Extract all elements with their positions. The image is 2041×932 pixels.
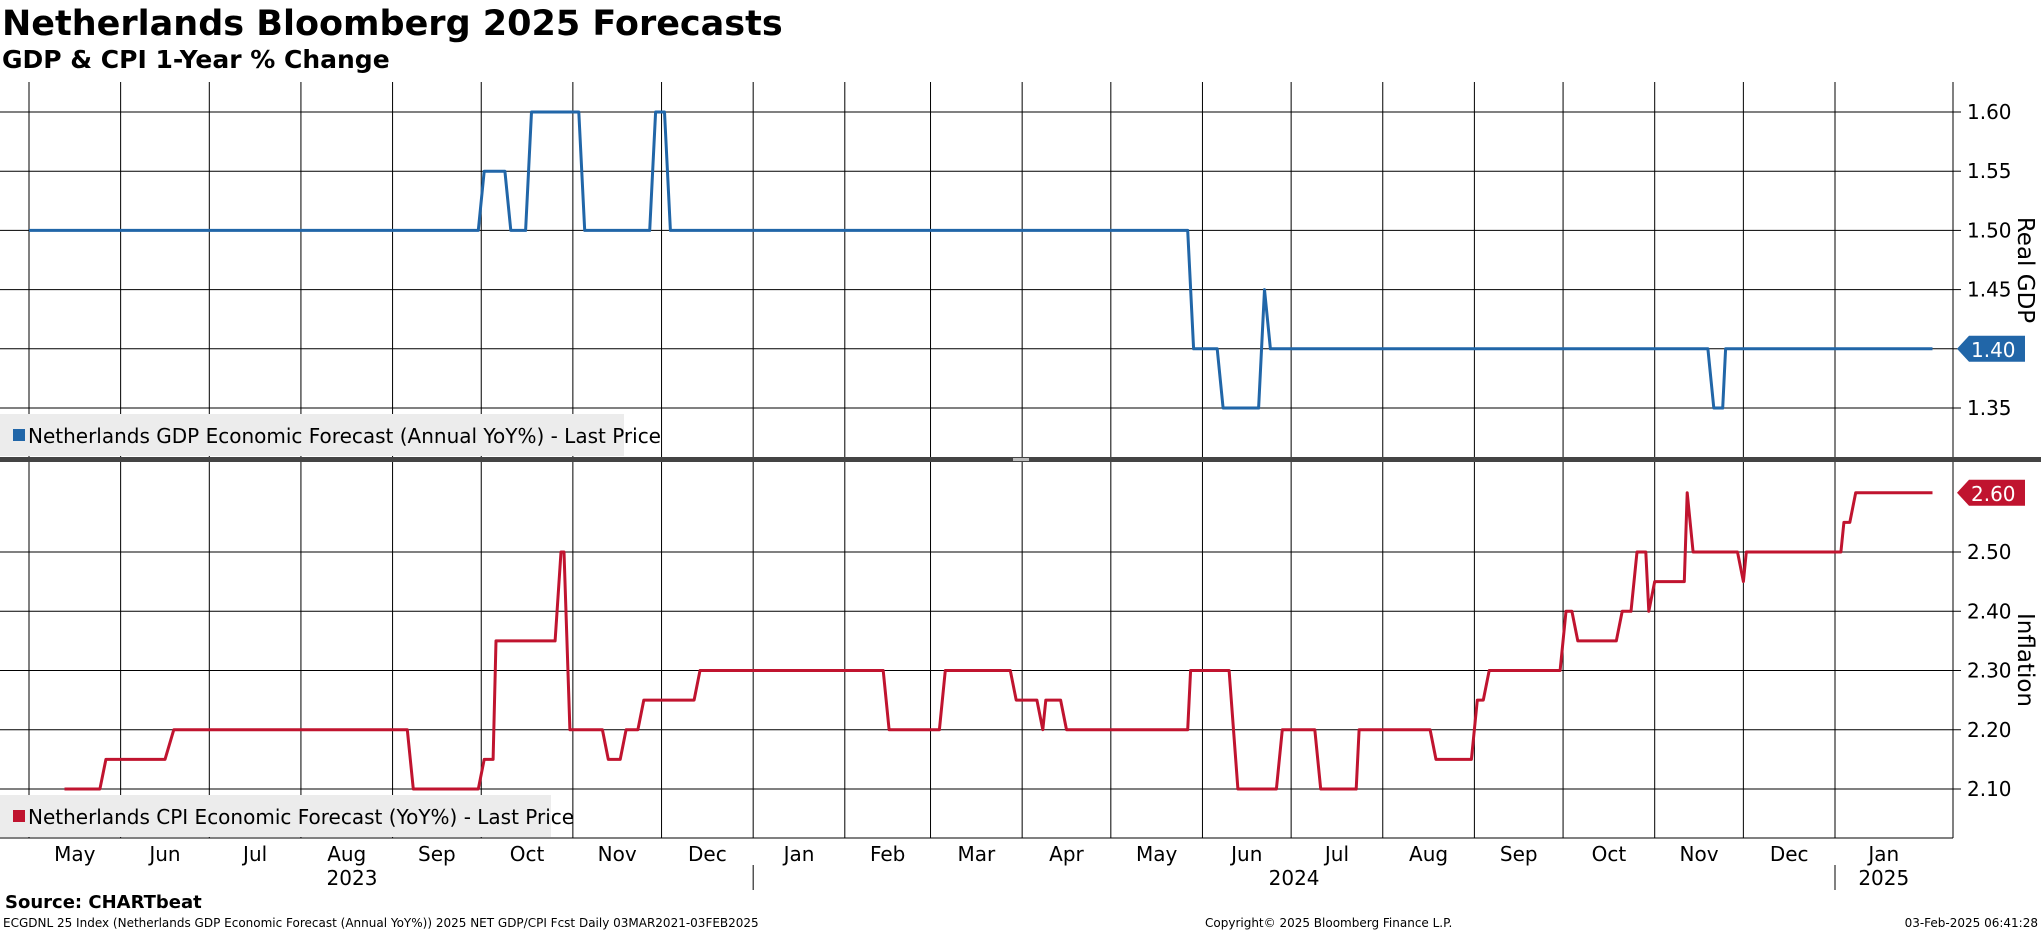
footer-description: ECGDNL 25 Index (Netherlands GDP Economi… (3, 916, 759, 930)
year-label: 2024 (1269, 866, 1320, 890)
x-tick-label: May (54, 842, 96, 866)
legend-swatch (13, 429, 25, 441)
legends: Netherlands GDP Economic Forecast (Annua… (0, 414, 661, 837)
legend-box (0, 795, 551, 837)
x-tick-label: Jan (1866, 842, 1899, 866)
y-tick-label: 2.50 (1967, 540, 2012, 564)
y-axis-title: Real GDP (2012, 217, 2038, 323)
y-tick-label: 2.40 (1967, 599, 2012, 623)
x-tick-label: May (1136, 842, 1178, 866)
series-lines (29, 110, 1933, 791)
page-title: Netherlands Bloomberg 2025 Forecasts (2, 4, 783, 44)
last-value-flag (1957, 335, 2025, 362)
y-tick-label: 1.55 (1967, 159, 2012, 183)
footer-timestamp: 03-Feb-2025 06:41:28 (1904, 916, 2038, 930)
last-value-flag (1957, 479, 2025, 506)
y-tick-label: 2.30 (1967, 659, 2012, 683)
legend-swatch (13, 810, 25, 822)
last-value-label: 1.40 (1971, 338, 2016, 362)
y-tick-label: 2.10 (1967, 777, 2012, 801)
legend-label: Netherlands CPI Economic Forecast (YoY%)… (28, 805, 574, 829)
y-tick-label: 2.20 (1967, 718, 2012, 742)
x-tick-label: Mar (957, 842, 996, 866)
source-note: Source: CHARTbeat (5, 892, 202, 913)
year-label: 2023 (327, 866, 378, 890)
x-tick-label: Apr (1049, 842, 1084, 866)
last-value-label: 2.60 (1971, 482, 2016, 506)
year-label: 2025 (1858, 866, 1909, 890)
y-axis-title: Inflation (2012, 613, 2038, 707)
x-tick-label: Jan (782, 842, 815, 866)
x-tick-label: Dec (688, 842, 727, 866)
panel-divider-handle (1013, 458, 1029, 461)
x-tick-label: Nov (598, 842, 637, 866)
y-tick-label: 1.35 (1967, 396, 2012, 420)
y-tick-label: 1.45 (1967, 278, 2012, 302)
y-tick-label: 1.60 (1967, 100, 2012, 124)
x-tick-label: Oct (510, 842, 545, 866)
cpi-series-line (64, 491, 1933, 791)
legend-label: Netherlands GDP Economic Forecast (Annua… (28, 424, 661, 448)
gdp-series-line (29, 110, 1933, 410)
x-tick-label: Jun (1229, 842, 1262, 866)
legend-box (0, 414, 624, 456)
x-tick-label: Oct (1592, 842, 1627, 866)
x-tick-label: Aug (1409, 842, 1448, 866)
x-tick-label: Aug (327, 842, 366, 866)
x-tick-label: Dec (1770, 842, 1809, 866)
x-tick-label: Sep (418, 842, 456, 866)
x-tick-label: Feb (870, 842, 905, 866)
y-tick-label: 1.50 (1967, 218, 2012, 242)
x-tick-label: Jul (241, 842, 267, 866)
footer-copyright: Copyright© 2025 Bloomberg Finance L.P. (1205, 916, 1453, 930)
x-tick-label: Nov (1680, 842, 1719, 866)
x-tick-label: Jul (1323, 842, 1349, 866)
x-tick-label: Sep (1500, 842, 1538, 866)
x-tick-label: Jun (147, 842, 180, 866)
page-subtitle: GDP & CPI 1-Year % Change (2, 45, 390, 74)
